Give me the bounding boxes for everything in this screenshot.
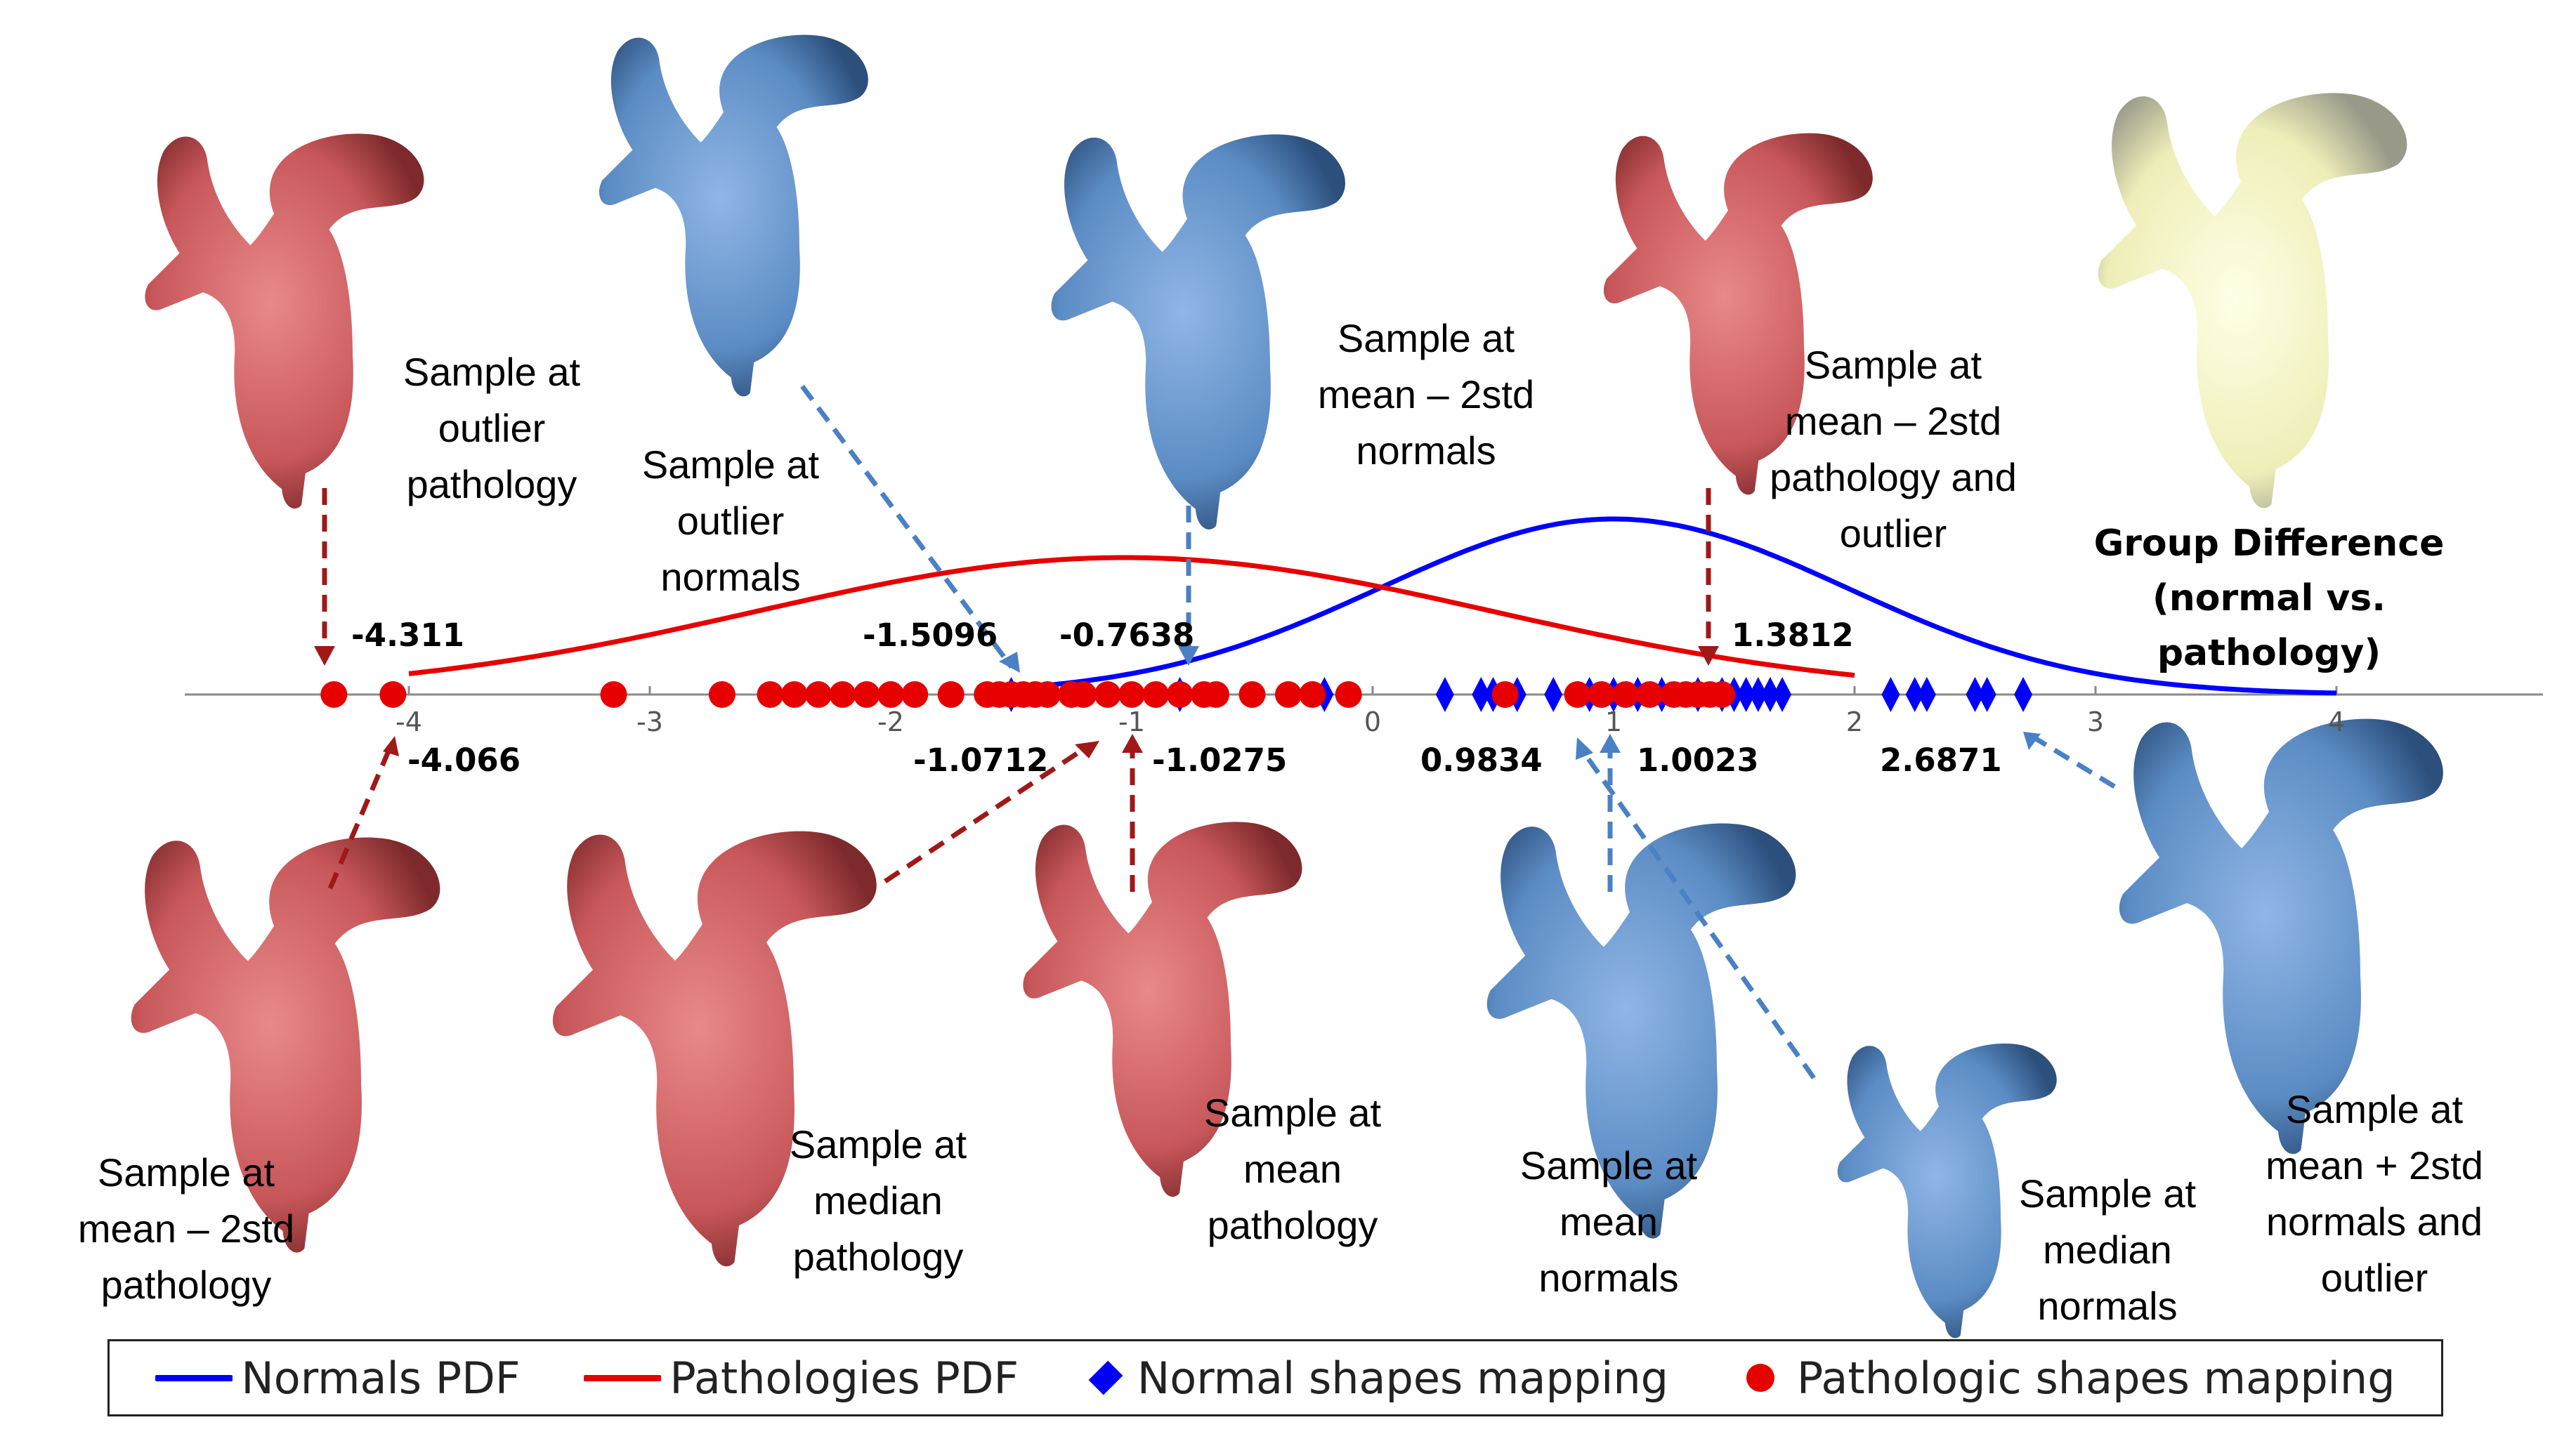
pathologic-shape-point xyxy=(877,681,904,708)
x-tick-label: -4 xyxy=(395,706,422,737)
normal-shape-point xyxy=(1917,677,1936,712)
x-axis-ticks: -4 -3 -2 -1 0 1 2 3 4 xyxy=(395,686,2345,737)
legend-circle-marker xyxy=(1746,1364,1774,1392)
pathologic-shape-point xyxy=(901,681,929,708)
pathologies-pdf-curve xyxy=(408,555,1855,678)
normal-shape-point xyxy=(1977,677,1996,712)
x-tick-label: -2 xyxy=(877,706,904,737)
legend-item-pathologic-shapes: Pathologic shapes mapping xyxy=(1732,1353,2395,1404)
pathologic-shape-point xyxy=(1033,681,1061,708)
pathologic-shape-point xyxy=(937,681,965,708)
value-label: -4.311 xyxy=(351,617,465,654)
normal-shape-point xyxy=(1881,677,1900,712)
pathologic-shape-point xyxy=(1588,681,1615,708)
group-difference-title: Group Difference xyxy=(2093,522,2445,565)
pathologic-shape-point xyxy=(1070,681,1097,708)
pathologic-shape-point xyxy=(1203,681,1230,708)
normal-shape-point xyxy=(1472,677,1491,712)
shape-group-difference xyxy=(2098,93,2407,508)
annotation-arrows xyxy=(322,384,2116,1080)
x-tick-label: 3 xyxy=(2087,706,2104,737)
group-difference-subtitle: (normal vs. pathology) xyxy=(2152,577,2386,674)
label-mean-minus-pathology-outlier: Sample at mean – 2std pathology and outl… xyxy=(1770,343,2017,555)
label-mean-minus-pathology: Sample at mean – 2std pathology xyxy=(77,1150,295,1307)
pathologic-shape-point xyxy=(1274,681,1302,708)
normal-shape-point xyxy=(1737,677,1756,712)
legend-item-pathologies-pdf: Pathologies PDF xyxy=(584,1353,1019,1404)
normals-pdf-curve xyxy=(1023,516,2337,696)
pathologic-shape-point xyxy=(1142,681,1170,708)
x-tick-label: 4 xyxy=(2328,706,2345,737)
shape-outlier-normals xyxy=(599,34,868,397)
normal-shape-point xyxy=(1905,677,1924,712)
value-label: 1.3812 xyxy=(1732,617,1854,654)
pathologic-shape-point xyxy=(1094,681,1121,708)
label-mean-minus-normals: Sample at mean – 2std normals xyxy=(1317,316,1535,473)
legend-item-normal-shapes: Normal shapes mapping xyxy=(1083,1353,1668,1404)
value-label: -0.7638 xyxy=(1059,617,1195,654)
value-label: -1.5096 xyxy=(863,617,998,654)
x-tick-label: 0 xyxy=(1364,706,1381,737)
normal-shape-point xyxy=(1544,677,1563,712)
pathologic-shape-point xyxy=(600,681,627,708)
label-outlier-normals: Sample at outlier normals xyxy=(641,442,820,599)
normal-shape-point xyxy=(2014,677,2033,712)
pdf-curves xyxy=(408,516,2337,696)
label-median-pathology: Sample at median pathology xyxy=(789,1122,967,1279)
label-mean-plus-normals-outlier: Sample at mean + 2std normals and outlie… xyxy=(2266,1087,2483,1300)
legend-label: Pathologies PDF xyxy=(669,1352,1019,1404)
legend-line-blue xyxy=(155,1374,233,1381)
pathologic-shape-point xyxy=(320,681,348,708)
pathologic-shape-point xyxy=(1564,681,1591,708)
pathologic-shape-point xyxy=(780,681,808,708)
x-tick-label: -1 xyxy=(1118,706,1145,737)
pathologic-shape-point xyxy=(379,681,407,708)
normal-shape-point xyxy=(1760,677,1779,712)
legend-line-red xyxy=(584,1374,662,1381)
pathologic-shape-point xyxy=(1299,681,1326,708)
scatter-points xyxy=(320,677,2033,712)
value-label: 1.0023 xyxy=(1637,742,1759,779)
label-median-normals: Sample at median normals xyxy=(2018,1171,2197,1328)
normal-shape-point xyxy=(1435,677,1454,712)
normal-shape-point xyxy=(1748,677,1767,712)
arrow-heads xyxy=(314,646,2041,760)
pathologic-shape-point xyxy=(853,681,880,708)
x-tick-label: -3 xyxy=(636,706,663,737)
pathologic-shape-point xyxy=(1238,681,1266,708)
normal-shape-point xyxy=(1773,677,1792,712)
value-label: 2.6871 xyxy=(1880,742,2002,779)
legend: Normals PDF Pathologies PDF Normal shape… xyxy=(107,1339,2443,1416)
legend-item-normals-pdf: Normals PDF xyxy=(155,1352,521,1404)
pathologic-shape-point xyxy=(1612,681,1640,708)
pathologic-shape-point xyxy=(1636,681,1663,708)
value-label: -4.066 xyxy=(407,742,521,779)
pathologic-shape-point xyxy=(1166,681,1194,708)
pathologic-shape-point xyxy=(1491,681,1519,708)
legend-label: Normals PDF xyxy=(241,1352,521,1404)
x-tick-label: 2 xyxy=(1846,706,1863,737)
legend-diamond-marker xyxy=(1088,1360,1123,1395)
value-label: 0.9834 xyxy=(1420,742,1543,779)
value-label: -1.0712 xyxy=(913,742,1049,779)
value-label: -1.0275 xyxy=(1152,742,1288,779)
pathologic-shape-point xyxy=(1708,681,1736,708)
pathologic-shape-point xyxy=(1335,681,1362,708)
pathologic-shape-point xyxy=(708,681,735,708)
pathologic-shape-point xyxy=(829,681,856,708)
normal-shape-point xyxy=(1966,677,1985,712)
pathologic-shape-point xyxy=(757,681,784,708)
legend-label: Normal shapes mapping xyxy=(1137,1352,1669,1404)
label-mean-pathology: Sample at mean pathology xyxy=(1203,1091,1382,1247)
pathologic-shape-point xyxy=(1118,681,1145,708)
pathologic-shape-point xyxy=(805,681,832,708)
group-difference-caption: Group Difference (normal vs. pathology) xyxy=(2037,516,2501,680)
legend-label: Pathologic shapes mapping xyxy=(1796,1352,2395,1404)
label-outlier-pathology: Sample at outlier pathology xyxy=(403,350,581,506)
label-mean-normals: Sample at mean normals xyxy=(1519,1143,1698,1300)
